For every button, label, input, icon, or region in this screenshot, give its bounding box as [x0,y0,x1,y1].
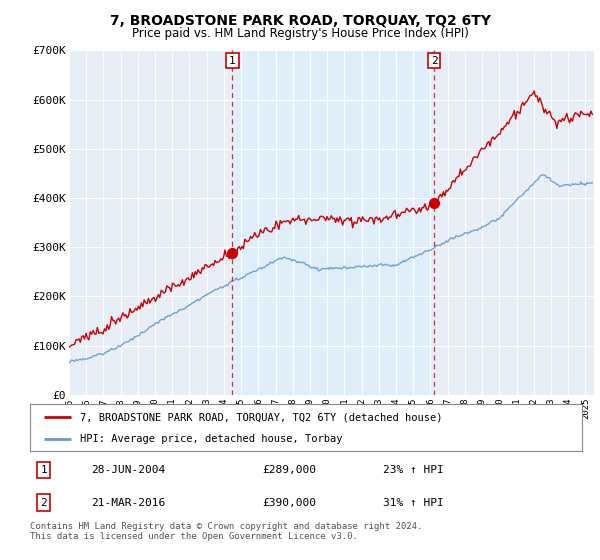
Text: 2: 2 [40,497,47,507]
Text: 1: 1 [40,465,47,475]
Text: HPI: Average price, detached house, Torbay: HPI: Average price, detached house, Torb… [80,434,342,444]
Text: 21-MAR-2016: 21-MAR-2016 [91,497,165,507]
Text: £390,000: £390,000 [262,497,316,507]
Text: 31% ↑ HPI: 31% ↑ HPI [383,497,444,507]
Text: 1: 1 [229,55,236,66]
Text: £289,000: £289,000 [262,465,316,475]
Bar [232,50,434,395]
Text: 7, BROADSTONE PARK ROAD, TORQUAY, TQ2 6TY (detached house): 7, BROADSTONE PARK ROAD, TORQUAY, TQ2 6T… [80,412,442,422]
Text: 28-JUN-2004: 28-JUN-2004 [91,465,165,475]
Text: Price paid vs. HM Land Registry's House Price Index (HPI): Price paid vs. HM Land Registry's House … [131,27,469,40]
Text: Contains HM Land Registry data © Crown copyright and database right 2024.
This d: Contains HM Land Registry data © Crown c… [30,522,422,542]
Text: 2: 2 [431,55,437,66]
Text: 7, BROADSTONE PARK ROAD, TORQUAY, TQ2 6TY: 7, BROADSTONE PARK ROAD, TORQUAY, TQ2 6T… [110,14,491,28]
Text: 23% ↑ HPI: 23% ↑ HPI [383,465,444,475]
